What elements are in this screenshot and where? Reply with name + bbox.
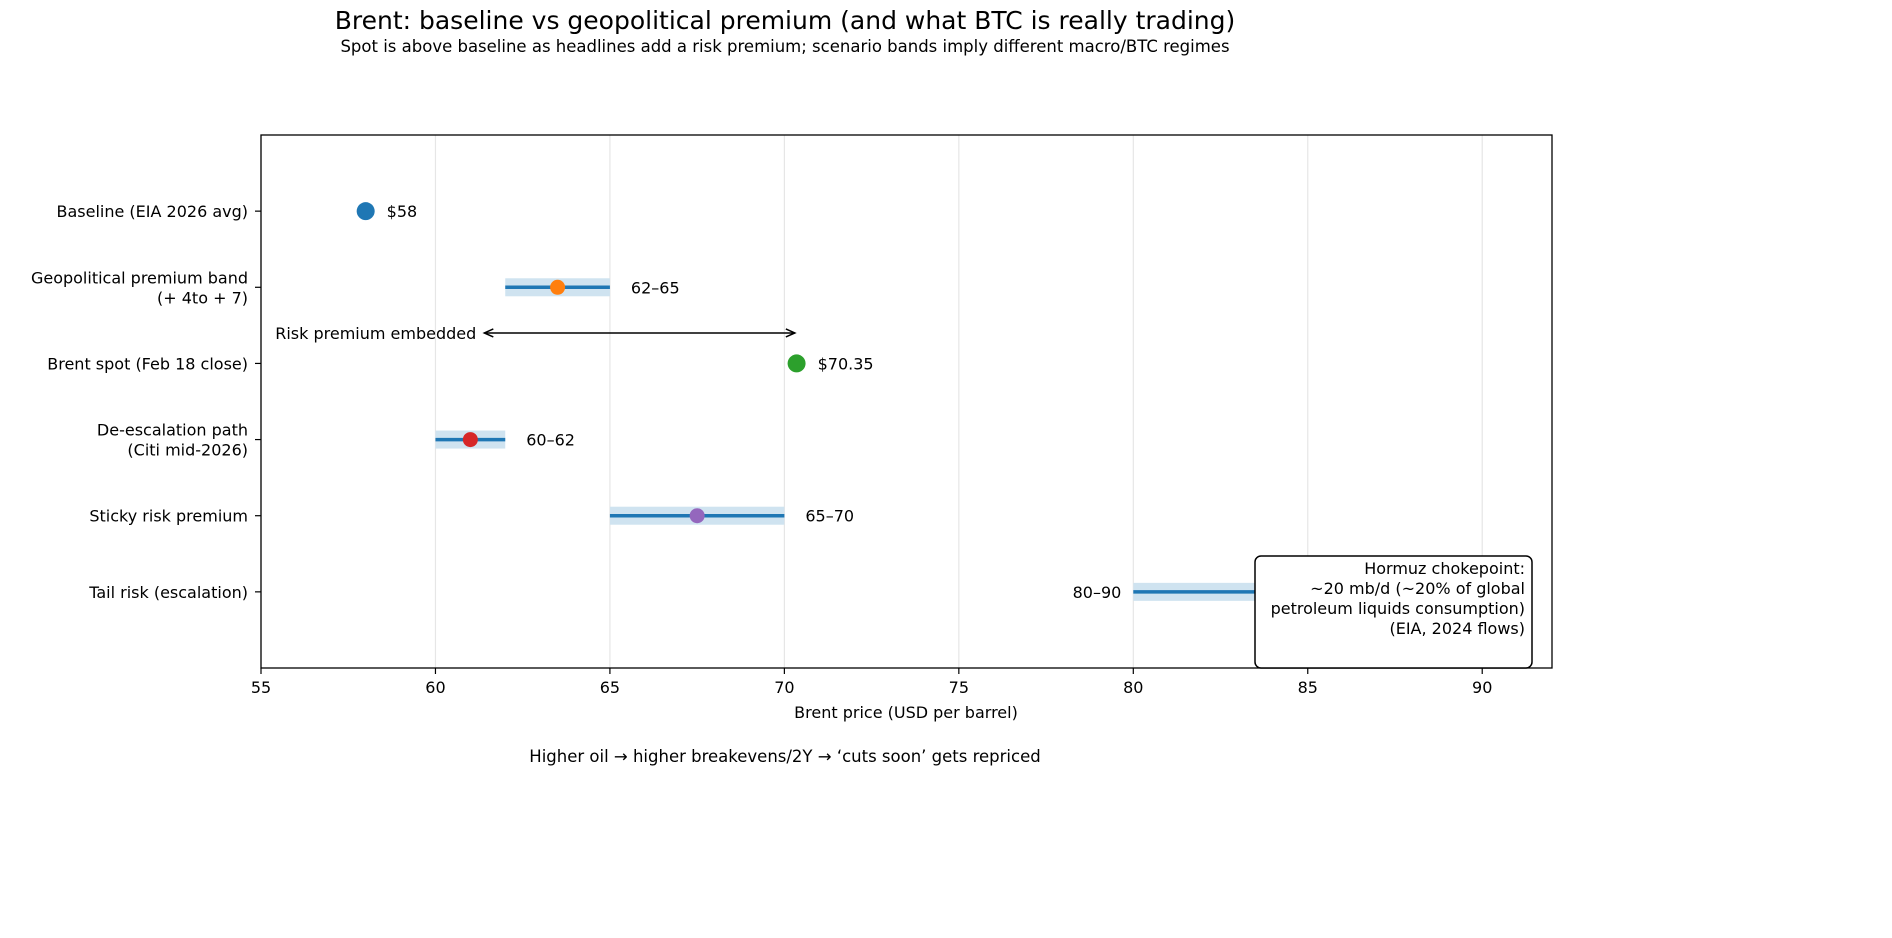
chart-subtitle: Spot is above baseline as headlines add … xyxy=(340,37,1229,56)
chart-title: Brent: baseline vs geopolitical premium … xyxy=(335,6,1236,35)
y-tick-label: De-escalation path xyxy=(97,421,248,440)
x-tick-label: 85 xyxy=(1298,678,1318,697)
x-tick-label: 75 xyxy=(949,678,969,697)
value-label: $70.35 xyxy=(818,354,874,373)
x-tick-label: 60 xyxy=(425,678,445,697)
callout-text: (EIA, 2024 flows) xyxy=(1389,619,1525,638)
data-point xyxy=(462,432,478,448)
grid xyxy=(260,135,1483,668)
y-tick-label: Geopolitical premium band xyxy=(31,268,248,287)
x-axis-label: Brent price (USD per barrel) xyxy=(794,703,1018,722)
y-tick-label: Brent spot (Feb 18 close) xyxy=(47,354,248,373)
x-axis: 55 60 65 70 75 80 85 90 xyxy=(251,668,1492,697)
callout-text: Hormuz chokepoint: xyxy=(1364,559,1525,578)
plot-frame xyxy=(260,134,1553,669)
marks: $58 62–65 $70.35 60–62 65–70 80–90 Risk premiu… xyxy=(275,202,1483,602)
data-point xyxy=(787,354,806,373)
y-tick-label: Baseline (EIA 2026 avg) xyxy=(57,202,249,221)
x-tick-label: 55 xyxy=(251,678,271,697)
callout-frame xyxy=(1254,555,1533,669)
data-point xyxy=(356,202,375,221)
callout-text: petroleum liquids consumption) xyxy=(1271,599,1525,618)
value-label: 62–65 xyxy=(631,278,680,297)
value-label: 65–70 xyxy=(805,507,854,526)
value-label: 80–90 xyxy=(1073,583,1122,602)
footnote: Higher oil → higher breakevens/2Y → ‘cut… xyxy=(529,747,1040,766)
callout-box: Hormuz chokepoint:~20 mb/d (~20% of glob… xyxy=(1254,555,1533,669)
y-tick-label: Sticky risk premium xyxy=(89,507,248,526)
arrow-head-right-icon xyxy=(785,328,797,338)
x-tick-label: 65 xyxy=(600,678,620,697)
data-point xyxy=(689,508,705,524)
data-point xyxy=(550,279,566,295)
callout-text: ~20 mb/d (~20% of global xyxy=(1310,579,1525,598)
value-label: 60–62 xyxy=(526,431,575,450)
y-axis: Baseline (EIA 2026 avg) Geopolitical prem… xyxy=(31,202,261,602)
x-tick-label: 80 xyxy=(1123,678,1143,697)
arrow-head-left-icon xyxy=(482,328,494,338)
arrow-annotation-text: Risk premium embedded xyxy=(275,324,476,343)
value-label: $58 xyxy=(387,202,418,221)
x-tick-label: 90 xyxy=(1472,678,1492,697)
y-tick-label: (+ 4to + 7) xyxy=(157,288,248,307)
x-tick-label: 70 xyxy=(774,678,794,697)
y-tick-label: Tail risk (escalation) xyxy=(88,583,248,602)
y-tick-label: (Citi mid-2026) xyxy=(127,441,248,460)
